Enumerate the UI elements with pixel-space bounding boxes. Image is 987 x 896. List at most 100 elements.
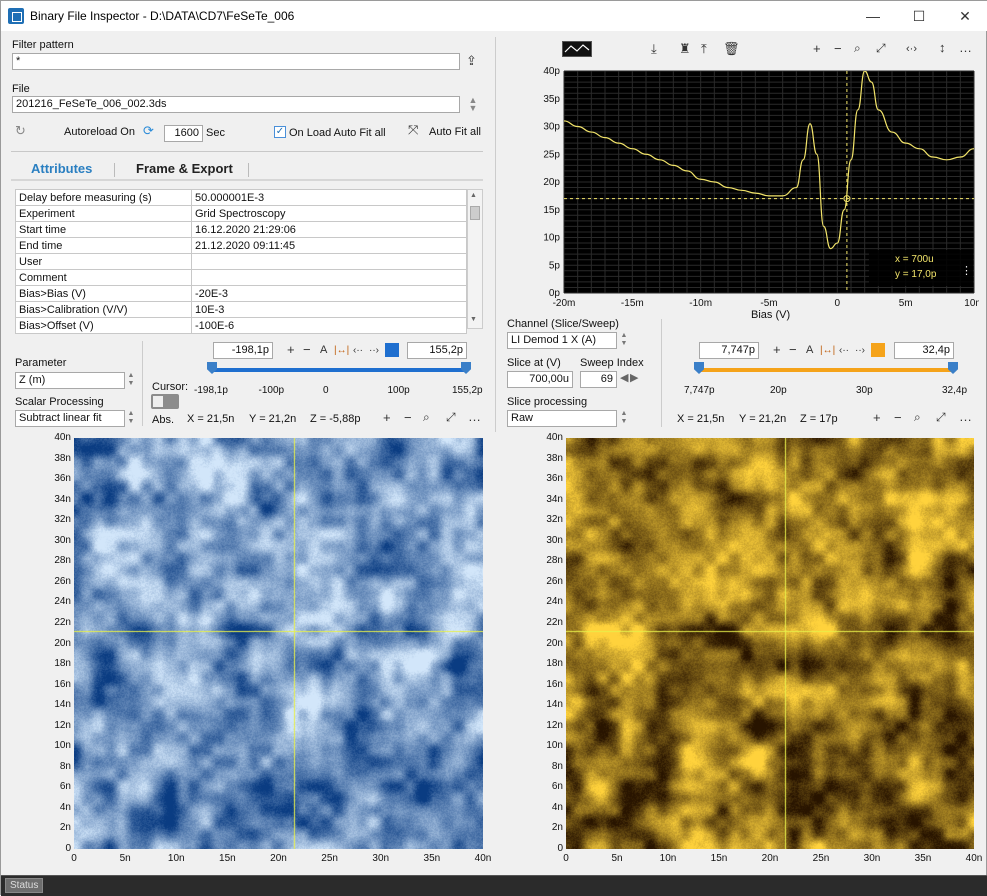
left-expand-icon[interactable]: |↔|: [334, 345, 350, 356]
image-x-tick-label: 15n: [710, 853, 728, 864]
minimize-button[interactable]: —: [866, 8, 880, 24]
right-range-slider[interactable]: [698, 368, 956, 372]
parameter-spin-icon[interactable]: ▲ ▼: [127, 372, 135, 387]
chart-zoom-out-button[interactable]: −: [834, 41, 842, 56]
readout-more-icon[interactable]: ⋮: [961, 265, 972, 277]
sweep-prev-icon[interactable]: ◀: [620, 372, 629, 384]
table-row[interactable]: Bias>Calibration (V/V) 10E-3: [15, 301, 467, 318]
right-expand-icon[interactable]: |↔|: [820, 345, 836, 356]
chart-fit-icon[interactable]: ⤢: [876, 41, 886, 55]
left-minus-button[interactable]: −: [303, 342, 311, 357]
left-zoom-region-icon[interactable]: ⌕: [423, 410, 430, 424]
left-range-slider[interactable]: [211, 368, 469, 372]
export-icon[interactable]: ⤒: [701, 41, 707, 56]
left-range-min-input[interactable]: -198,1p: [213, 342, 273, 359]
interval-input[interactable]: 1600: [164, 125, 203, 142]
channel-spin-icon[interactable]: ▲ ▼: [620, 332, 628, 347]
left-zoom-out-button[interactable]: −: [404, 410, 412, 425]
onload-autofit-checkbox[interactable]: ✓: [274, 126, 286, 138]
left-plus-button[interactable]: +: [287, 342, 295, 357]
scalar-spin-icon[interactable]: ▲ ▼: [127, 410, 135, 425]
autofit-all-button[interactable]: Auto Fit all: [429, 126, 481, 138]
scalar-select[interactable]: Subtract linear fit: [15, 410, 125, 427]
stamp-icon[interactable]: ♜: [679, 41, 691, 56]
sweep-next-icon[interactable]: ▶: [630, 372, 639, 384]
upload-icon[interactable]: ⇪: [466, 53, 477, 68]
sweep-input[interactable]: 69: [580, 371, 617, 388]
left-more-icon[interactable]: …: [468, 409, 481, 424]
right-shift-left-icon[interactable]: ‹··: [839, 345, 849, 356]
chart-zoom-region-icon[interactable]: ⌕: [854, 41, 861, 55]
chart-zoom-in-button[interactable]: +: [813, 41, 821, 56]
attr-value: 16.12.2020 21:29:06: [191, 221, 467, 238]
close-button[interactable]: ✕: [959, 7, 971, 24]
right-more-icon[interactable]: …: [959, 409, 972, 424]
attributes-scrollbar[interactable]: ▲ ▼: [467, 189, 483, 329]
left-readout-x: X = 21,5n: [187, 413, 235, 425]
right-plus-button[interactable]: +: [773, 342, 781, 357]
cursor-marker[interactable]: [843, 195, 851, 203]
right-range-min-input[interactable]: 7,747p: [699, 342, 759, 359]
right-zoom-region-icon[interactable]: ⌕: [914, 410, 921, 424]
right-zoom-out-button[interactable]: −: [894, 410, 902, 425]
maximize-button[interactable]: ☐: [912, 7, 926, 24]
table-row[interactable]: Bias>Offset (V) -100E-6: [15, 317, 467, 334]
right-color-swatch[interactable]: [871, 343, 885, 357]
left-auto-button[interactable]: A: [320, 344, 328, 356]
left-color-swatch[interactable]: [385, 343, 399, 357]
right-fit-icon[interactable]: ⤢: [936, 410, 946, 424]
download-icon[interactable]: ⤓: [651, 41, 657, 56]
y-tick-label: 20p: [543, 177, 560, 188]
left-range-max-input[interactable]: 155,2p: [407, 342, 467, 359]
left-shift-right-icon[interactable]: ··›: [369, 345, 379, 356]
table-row[interactable]: Delay before measuring (s) 50.000001E-3: [15, 189, 467, 206]
trash-icon[interactable]: 🗑: [723, 41, 740, 56]
autofit-icon[interactable]: ⤧: [408, 122, 419, 137]
image-y-tick-label: 40n: [54, 432, 71, 443]
left-slider-handle-min[interactable]: [207, 362, 217, 374]
right-minus-button[interactable]: −: [789, 342, 797, 357]
parameter-select[interactable]: Z (m): [15, 372, 125, 389]
right-slider-handle-min[interactable]: [694, 362, 704, 374]
image-y-tick-label: 2n: [59, 822, 71, 834]
right-shift-right-icon[interactable]: ··›: [855, 345, 865, 356]
left-slider-handle-max[interactable]: [461, 362, 471, 374]
tab-attributes[interactable]: Attributes: [31, 161, 93, 176]
left-shift-left-icon[interactable]: ‹··: [353, 345, 363, 356]
slice-proc-select[interactable]: Raw: [507, 410, 617, 427]
table-row[interactable]: Comment: [15, 269, 467, 286]
right-zoom-in-button[interactable]: +: [873, 410, 881, 425]
table-row[interactable]: End time 21.12.2020 09:11:45: [15, 237, 467, 254]
file-select[interactable]: 201216_FeSeTe_006_002.3ds: [12, 96, 460, 113]
left-zoom-in-button[interactable]: +: [383, 410, 391, 425]
chart-more-icon[interactable]: …: [959, 40, 972, 55]
slice-proc-spin-icon[interactable]: ▲ ▼: [620, 410, 628, 425]
channel-select[interactable]: LI Demod 1 X (A): [507, 332, 617, 349]
slice-image[interactable]: [566, 438, 974, 849]
topography-image[interactable]: [74, 438, 483, 849]
right-auto-button[interactable]: A: [806, 344, 814, 356]
left-fit-icon[interactable]: ⤢: [446, 410, 456, 424]
spectrum-chart[interactable]: 0p 5p 10p 15p 20p 25p 30p 35p 40p -20m -15m -10m -5m…: [529, 63, 979, 323]
image-y-tick-label: 36n: [54, 473, 71, 485]
chart-vscale-icon[interactable]: ↕: [939, 40, 946, 55]
refresh-icon[interactable]: ↻: [15, 123, 26, 138]
chart-pan-icon[interactable]: ‹·›: [906, 43, 917, 55]
table-row[interactable]: Bias>Bias (V) -20E-3: [15, 285, 467, 302]
autoreload-icon[interactable]: ⟳: [143, 123, 154, 138]
attr-value: 50.000001E-3: [191, 189, 467, 206]
file-spin-icon[interactable]: ▲ ▼: [468, 95, 478, 113]
table-row[interactable]: User: [15, 253, 467, 270]
slice-input[interactable]: 700,00u: [507, 371, 573, 388]
tab-frame-export[interactable]: Frame & Export: [136, 161, 233, 176]
right-range-max-input[interactable]: 32,4p: [894, 342, 954, 359]
right-slider-handle-max[interactable]: [948, 362, 958, 374]
attr-key: Delay before measuring (s): [15, 189, 192, 206]
filter-input[interactable]: *: [12, 53, 460, 70]
table-row[interactable]: Experiment Grid Spectroscopy: [15, 205, 467, 222]
slider-tick-label: 100p: [387, 385, 410, 396]
chart-type-icon[interactable]: [562, 41, 592, 57]
cursor-toggle[interactable]: [151, 394, 179, 409]
table-row[interactable]: Start time 16.12.2020 21:29:06: [15, 221, 467, 238]
image-y-tick-label: 30n: [546, 534, 563, 546]
